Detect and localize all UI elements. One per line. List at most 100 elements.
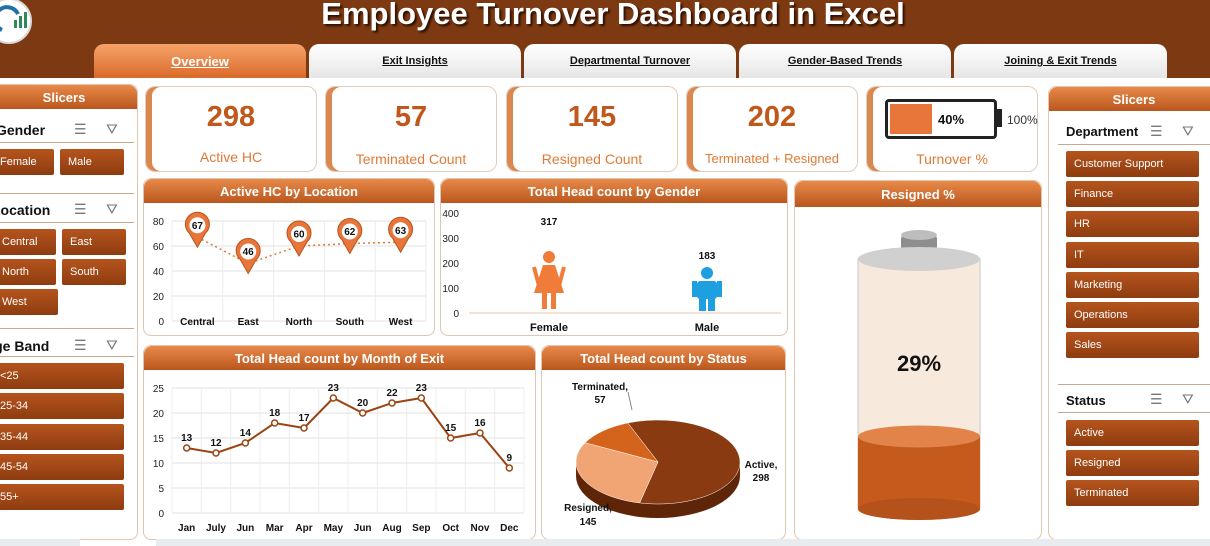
slicer-location-east[interactable]: East (62, 229, 126, 255)
x-tick-label: Mar (266, 523, 284, 534)
x-tick-label: Jan (178, 523, 195, 534)
tab-gender-based-trends[interactable]: Gender-Based Trends (739, 44, 951, 78)
data-label: 63 (395, 226, 407, 237)
data-point (241, 439, 250, 447)
tab-departmental-turnover[interactable]: Departmental Turnover (524, 44, 736, 78)
data-label: 23 (416, 383, 428, 394)
x-tick-label: Male (695, 322, 719, 334)
leader-line (627, 391, 633, 411)
chart-pie-svg: Terminated, 57 Active, 298 Resigned, 145 (564, 382, 778, 528)
kpi-label: Resigned Count (541, 151, 643, 167)
y-tick-label: 20 (153, 409, 165, 420)
tab-bar: Overview Exit Insights Departmental Turn… (94, 44, 1174, 78)
x-tick-label: Nov (471, 523, 490, 534)
x-tick-label: Female (530, 322, 568, 334)
slicer-gender-male[interactable]: Male (60, 149, 124, 175)
chart-title: Total Head count by Month of Exit (144, 346, 535, 370)
slicer-age-25-34[interactable]: 25-34 (0, 393, 124, 419)
y-tick-label: 10 (153, 459, 165, 470)
tab-exit-insights[interactable]: Exit Insights (309, 44, 521, 78)
y-tick-label: 400 (442, 209, 459, 220)
data-label: 9 (507, 453, 513, 464)
multi-select-icon[interactable]: ☰ (74, 121, 87, 137)
chart-month-svg: 0 5 10 15 20 25 13 Jan 12 July 14 Jun 18 Mar 17 Apr 23 Ma… (153, 383, 525, 534)
y-tick-label: 25 (153, 384, 165, 395)
clear-filter-icon[interactable]: ⛛ (106, 121, 118, 137)
y-tick-label: 80 (153, 217, 165, 228)
turnover-value: 40% (938, 112, 965, 127)
data-label: 14 (240, 428, 252, 439)
data-label: Terminated, (572, 382, 628, 393)
slicer-age-35-44[interactable]: 35-44 (0, 424, 124, 450)
clear-filter-icon[interactable]: ⛛ (1182, 391, 1194, 407)
data-label: 15 (445, 423, 457, 434)
slicer-department-item[interactable]: Finance (1066, 181, 1199, 208)
x-tick-label: Sep (412, 523, 430, 534)
clear-filter-icon[interactable]: ⛛ (1182, 123, 1194, 139)
data-point (417, 394, 426, 402)
male-icon (692, 267, 722, 311)
data-label: 317 (541, 217, 558, 228)
sheet-strip (0, 539, 80, 546)
slicer-location-central[interactable]: Central (0, 229, 56, 255)
icon-head (701, 267, 713, 279)
multi-select-icon[interactable]: ☰ (74, 337, 87, 353)
x-tick-label: Aug (382, 523, 401, 534)
x-tick-label: Dec (500, 523, 519, 534)
slicer-status-item[interactable]: Terminated (1066, 480, 1199, 506)
clear-filter-icon[interactable]: ⛛ (106, 337, 118, 353)
x-tick-label: Central (180, 317, 215, 328)
slicer-age-under-25[interactable]: <25 (0, 363, 124, 389)
icon-leg (708, 299, 715, 311)
kpi-terminated-count: 57 Terminated Count (325, 86, 497, 172)
chart-title: Active HC by Location (144, 179, 434, 203)
clear-filter-icon[interactable]: ⛛ (106, 201, 118, 217)
multi-select-icon[interactable]: ☰ (1150, 123, 1163, 139)
y-tick-label: 0 (453, 309, 459, 320)
slicer-location-west[interactable]: West (0, 289, 58, 315)
slicer-location-south[interactable]: South (62, 259, 126, 285)
marker-center (392, 222, 409, 239)
x-tick-label: Jun (354, 523, 372, 534)
turnover-battery: 40% (885, 99, 997, 139)
data-label: Resigned, (564, 503, 612, 514)
marker-center (291, 226, 307, 242)
slicer-department-item[interactable]: HR (1066, 211, 1199, 238)
right-slicer-header: Slicers (1049, 87, 1210, 111)
gender-slicer-title: Gender (0, 122, 46, 138)
slicer-gender-female[interactable]: Female (0, 149, 54, 175)
chart-title: Resigned % (795, 181, 1041, 207)
location-slicer-title: Location (0, 202, 51, 218)
slicer-department-item[interactable]: Marketing (1066, 271, 1199, 298)
data-point (358, 409, 367, 417)
icon-leg (551, 293, 556, 309)
slicer-department-item[interactable]: IT (1066, 241, 1199, 268)
slicer-department-item[interactable]: Operations (1066, 302, 1199, 328)
slicer-location-north[interactable]: North (0, 259, 56, 285)
slicer-department-item[interactable]: Sales (1066, 332, 1199, 359)
multi-select-icon[interactable]: ☰ (74, 201, 87, 217)
data-point (388, 399, 396, 407)
slicer-status-item[interactable]: Active (1066, 420, 1199, 446)
data-label: 22 (386, 388, 398, 399)
y-tick-label: 200 (442, 259, 459, 270)
data-label: 20 (357, 398, 369, 409)
kpi-value: 57 (394, 101, 428, 133)
data-label: 183 (699, 251, 716, 262)
chart-active-hc-by-location: Active HC by Location 0 20 40 60 80 67 Central… (143, 178, 435, 336)
y-tick-label: 100 (442, 284, 459, 295)
kpi-label: Terminated + Resigned (704, 151, 840, 166)
kpi-label: Turnover % (916, 151, 988, 167)
tab-joining-exit-trends[interactable]: Joining & Exit Trends (954, 44, 1167, 78)
y-tick-label: 0 (158, 317, 164, 328)
data-point (476, 429, 484, 437)
slicer-status-item[interactable]: Resigned (1066, 450, 1199, 476)
multi-select-icon[interactable]: ☰ (1150, 391, 1163, 407)
slicer-age-45-54[interactable]: 45-54 (0, 454, 124, 480)
horizontal-scrollbar[interactable] (156, 539, 1210, 546)
slicer-department-item[interactable]: Customer Support (1066, 151, 1199, 177)
tab-overview[interactable]: Overview (94, 44, 306, 78)
pie-slice-terminated (584, 422, 659, 463)
slicer-age-55-plus[interactable]: 55+ (0, 484, 124, 510)
chart-gender-svg: 0 100 200 300 400 317 Female 183 Male (442, 209, 781, 334)
